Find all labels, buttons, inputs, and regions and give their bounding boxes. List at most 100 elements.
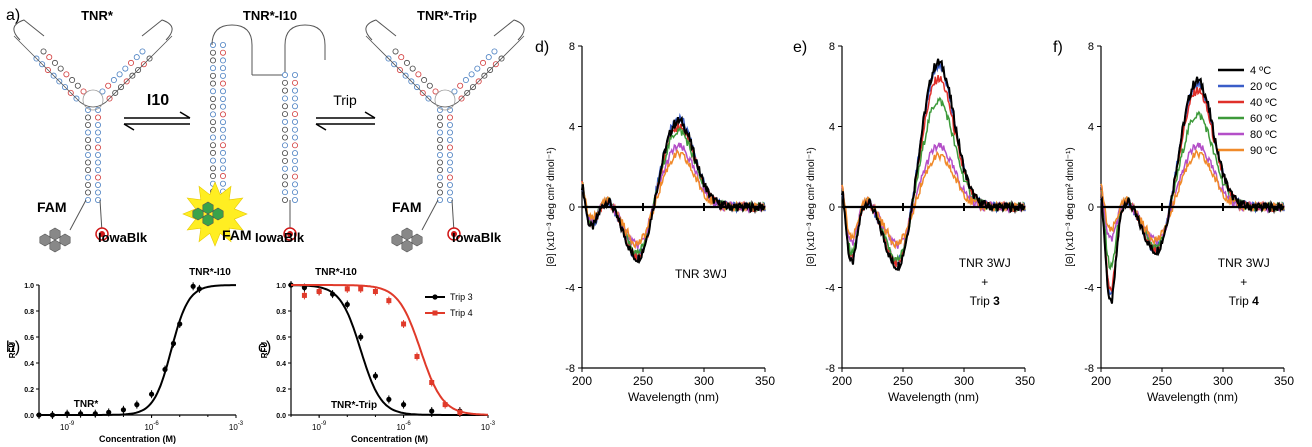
y-tick-label: 0.8 — [276, 309, 286, 316]
base-bead — [291, 79, 298, 86]
base-bead — [219, 142, 226, 149]
base-bead — [85, 189, 92, 196]
base-bead — [209, 173, 216, 180]
y-tick-label: 1.0 — [24, 283, 34, 290]
data-point — [301, 292, 307, 298]
spectrum-40c — [581, 123, 766, 261]
base-bead — [219, 180, 226, 187]
base-bead — [139, 48, 146, 55]
y-tick-label: 8 — [1088, 41, 1094, 53]
panel-d-label: d) — [535, 39, 549, 56]
data-point — [372, 373, 379, 379]
panel-c-displacement-curve: c) 0.0 0.2 0.4 0.6 0.8 1.0 10-9 10-6 10-3 Concent… — [258, 267, 496, 444]
panel-b-binding-curve: b) 0.0 0.2 0.4 0.6 0.8 1.0 10-9 10-6 10-3 Concent… — [6, 267, 244, 444]
x-tick-label: 300 — [694, 374, 714, 388]
x-tick-label: 10-6 — [144, 421, 159, 432]
data-point — [120, 407, 127, 413]
base-bead — [291, 134, 298, 141]
base-bead — [95, 174, 102, 181]
fam-ring — [401, 227, 413, 241]
base-bead — [95, 189, 102, 196]
y-tick-label: -8 — [825, 363, 835, 375]
fit-curve-trip-4 — [291, 284, 488, 416]
iowablk-quencher — [283, 227, 297, 241]
y-tick-label: -4 — [825, 283, 835, 295]
x-tick-label: 300 — [954, 374, 974, 388]
data-point — [134, 402, 140, 408]
fam-ring — [212, 207, 224, 221]
base-bead — [281, 95, 288, 102]
quencher-core — [451, 231, 457, 237]
fit-curve-series — [39, 284, 236, 416]
data-point — [36, 412, 42, 418]
base-bead — [281, 165, 288, 172]
curve-annotation: TNR*-Trip — [331, 400, 377, 411]
y-axis-label: [Θ] (x10⁻³ deg cm² dmol⁻¹) — [806, 147, 817, 266]
data-point — [344, 286, 350, 292]
base-bead — [209, 165, 216, 172]
y-tick-label: 8 — [829, 41, 835, 53]
x-tick-label: 200 — [832, 374, 852, 388]
base-bead — [99, 88, 106, 95]
base-bead — [209, 95, 216, 102]
base-bead — [116, 71, 123, 78]
base-bead — [85, 159, 92, 166]
base-bead — [432, 88, 439, 95]
base-bead — [85, 122, 92, 129]
base-bead — [281, 189, 288, 196]
legend-label: 80 ºC — [1250, 129, 1277, 141]
quencher-label-3: IowaBlk — [452, 230, 502, 245]
y-axis-label: RFU — [260, 342, 269, 359]
spectrum-4c-top — [841, 58, 1026, 272]
base-bead — [485, 54, 492, 61]
fit-curve-trip-3 — [290, 284, 488, 416]
base-bead — [436, 122, 443, 129]
y-tick-label: 8 — [569, 41, 575, 53]
base-bead — [281, 181, 288, 188]
base-bead — [446, 129, 453, 136]
fam-ring — [39, 233, 51, 247]
arch-loop — [252, 24, 326, 76]
base-bead — [85, 151, 92, 158]
iowablk-quencher — [447, 227, 461, 241]
fam-ring — [401, 239, 413, 253]
arrow-label-i10: I10 — [147, 92, 169, 109]
base-bead — [85, 166, 92, 173]
base-bead — [281, 72, 288, 79]
base-bead — [291, 72, 298, 79]
quencher-label-2: IowaBlk — [255, 230, 305, 245]
fam-label-3: FAM — [392, 199, 422, 215]
x-tick-label: 300 — [1213, 374, 1233, 388]
base-bead — [281, 126, 288, 133]
base-bead — [281, 142, 288, 149]
base-bead — [219, 95, 226, 102]
base-bead — [436, 107, 443, 114]
arm-right — [99, 48, 153, 102]
base-bead — [436, 189, 443, 196]
base-bead — [85, 196, 92, 203]
data-point — [190, 283, 196, 289]
base-bead — [291, 157, 298, 164]
base-bead — [403, 59, 410, 66]
annotation-line: + — [981, 275, 988, 289]
base-bead — [69, 77, 76, 84]
iowablk-quencher — [95, 227, 109, 241]
arrow-label-trip: Trip — [333, 92, 357, 108]
base-bead — [474, 65, 481, 72]
base-bead — [209, 72, 216, 79]
junction-loop — [82, 89, 104, 111]
data-point — [429, 380, 435, 385]
arm-left — [33, 48, 87, 102]
base-bead — [446, 114, 453, 121]
base-bead — [281, 134, 288, 141]
panel-e-cd-spectrum: e) -8 -4 0 4 8 200 250 300 350 Wavelength (nm) [Θ]… — [793, 39, 1035, 404]
data-point — [429, 408, 435, 414]
data-point — [358, 286, 364, 292]
base-bead — [219, 165, 226, 172]
data-point — [329, 291, 336, 297]
data-point — [386, 298, 392, 304]
base-bead — [281, 157, 288, 164]
base-bead — [480, 59, 487, 66]
base-bead — [209, 111, 216, 118]
